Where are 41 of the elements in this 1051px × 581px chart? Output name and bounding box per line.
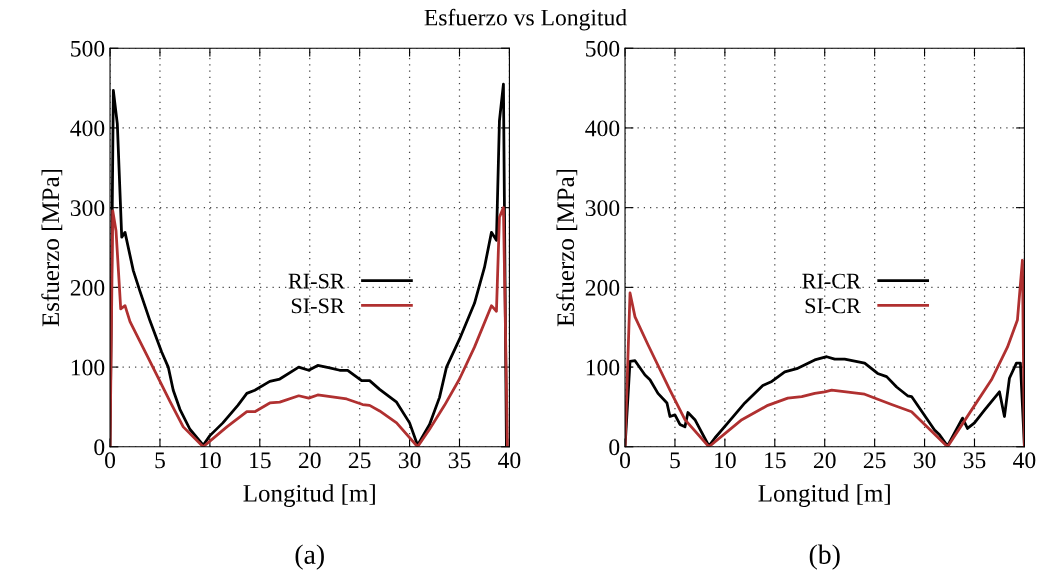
y-tick-label: 400	[70, 120, 105, 137]
legend-label: SI-SR	[291, 298, 345, 314]
legend-label: RI-SR	[288, 273, 345, 289]
x-tick-label: 5	[670, 452, 680, 469]
x-axis-title: Longitud [m]	[243, 484, 375, 507]
y-tick-label: 300	[70, 200, 105, 217]
chart-title: Esfuerzo vs Longitud	[424, 8, 627, 31]
x-tick-label: 40	[1013, 452, 1036, 469]
x-tick-label: 20	[298, 452, 321, 469]
text: (a)	[295, 544, 324, 570]
text: (b)	[809, 544, 840, 570]
legend-label: SI-CR	[805, 298, 861, 314]
x-tick-label: 15	[765, 452, 786, 469]
x-axis-title: Longitud [m]	[758, 484, 890, 507]
x-tick-label: 10	[200, 452, 221, 469]
y-tick-label: 500	[71, 40, 105, 57]
y-tick-label: 100	[586, 359, 620, 376]
x-tick-label: 5	[155, 452, 165, 469]
x-tick-label: 0	[105, 452, 116, 469]
x-tick-label: 30	[398, 452, 421, 469]
y-tick-label: 400	[585, 120, 620, 137]
x-tick-label: 10	[715, 452, 736, 469]
y-axis-title: Esfuerzo [MPa]	[556, 169, 578, 327]
x-tick-label: 30	[913, 452, 936, 469]
x-tick-label: 20	[813, 452, 836, 469]
legend-label: RI-CR	[802, 273, 861, 289]
x-tick-label: 0	[620, 452, 631, 469]
x-tick-label: 35	[963, 452, 986, 469]
y-tick-label: 100	[71, 359, 105, 376]
x-tick-label: 25	[863, 452, 886, 469]
x-tick-label: 15	[250, 452, 271, 469]
y-tick-label: 200	[585, 279, 620, 296]
x-tick-label: 35	[448, 452, 471, 469]
y-tick-label: 300	[585, 200, 620, 217]
y-tick-label: 0	[609, 439, 620, 456]
y-tick-label: 500	[586, 40, 620, 57]
y-tick-label: 0	[94, 439, 105, 456]
y-tick-label: 200	[70, 279, 105, 296]
x-tick-label: 40	[498, 452, 521, 469]
x-tick-label: 25	[348, 452, 371, 469]
y-axis-title: Esfuerzo [MPa]	[41, 169, 63, 327]
